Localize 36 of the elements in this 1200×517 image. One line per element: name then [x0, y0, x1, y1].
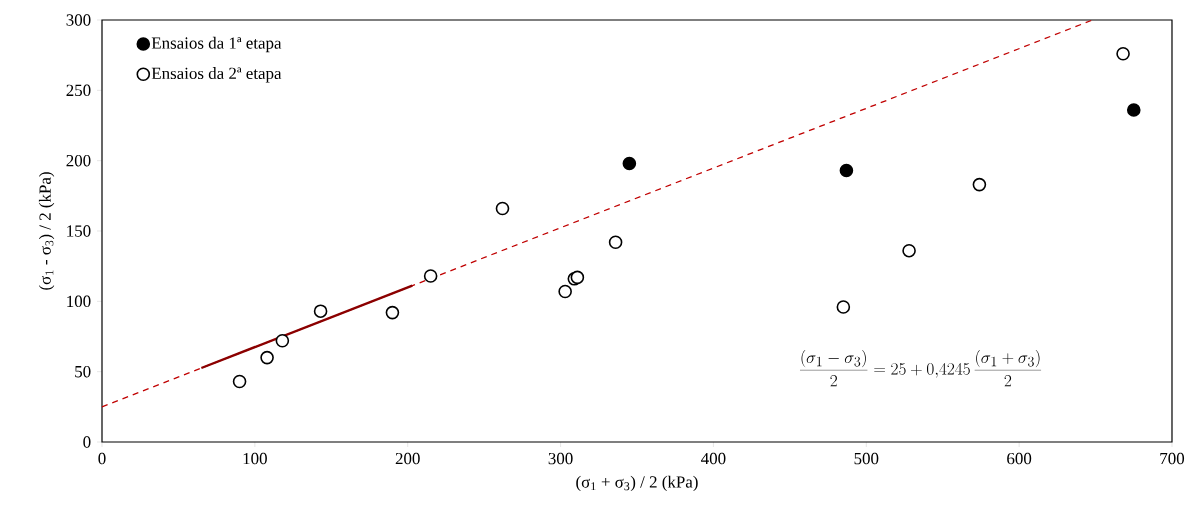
point: [385, 305, 400, 320]
point: [232, 374, 247, 389]
x-tick-label: 400: [701, 452, 726, 465]
x-tick-label: 300: [548, 452, 573, 465]
point: [608, 235, 623, 250]
point: [836, 300, 851, 314]
legend-label: Ensaios da 1ª etapa: [151, 36, 282, 53]
point: [622, 156, 637, 171]
x-tick-label: 100: [243, 452, 267, 465]
annotation: $\frac{(\sigma_1-\sigma_3)}{2}=25+0{,}4245\,\frac{(\sigma_1+\sigma_3)}{2}$: [800, 349, 1042, 387]
y-tick-label: 100: [67, 295, 91, 308]
x-tick-label: 200: [395, 452, 420, 465]
point: [313, 304, 328, 318]
point: [972, 177, 987, 192]
y-axis-title: (σ$_{1}$ - σ$_{3}$) / 2 (kPa): [38, 172, 55, 290]
y-tick-label: 200: [66, 154, 91, 167]
point: [423, 269, 438, 283]
x-tick-label: 700: [1160, 452, 1185, 465]
point: [495, 201, 510, 216]
point: [839, 163, 854, 178]
x-axis-title: (σ$_{1}$ + σ$_{3}$) / 2 (kPa): [576, 475, 698, 492]
x-tick-label: 600: [1007, 452, 1032, 465]
point: [902, 243, 916, 258]
x-tick-label: 0: [98, 452, 106, 465]
y-tick-label: 0: [83, 436, 91, 448]
point: [260, 350, 274, 365]
legend-label: Ensaios da 2ª etapa: [151, 67, 282, 83]
y-tick-label: 50: [75, 365, 91, 378]
point: [558, 284, 572, 299]
point: [1116, 46, 1130, 61]
x-tick-label: 500: [854, 452, 879, 465]
y-tick-label: 150: [67, 225, 91, 237]
y-tick-label: 300: [66, 14, 91, 26]
point: [1126, 103, 1141, 117]
y-tick-label: 250: [66, 84, 91, 97]
point: [275, 333, 290, 348]
